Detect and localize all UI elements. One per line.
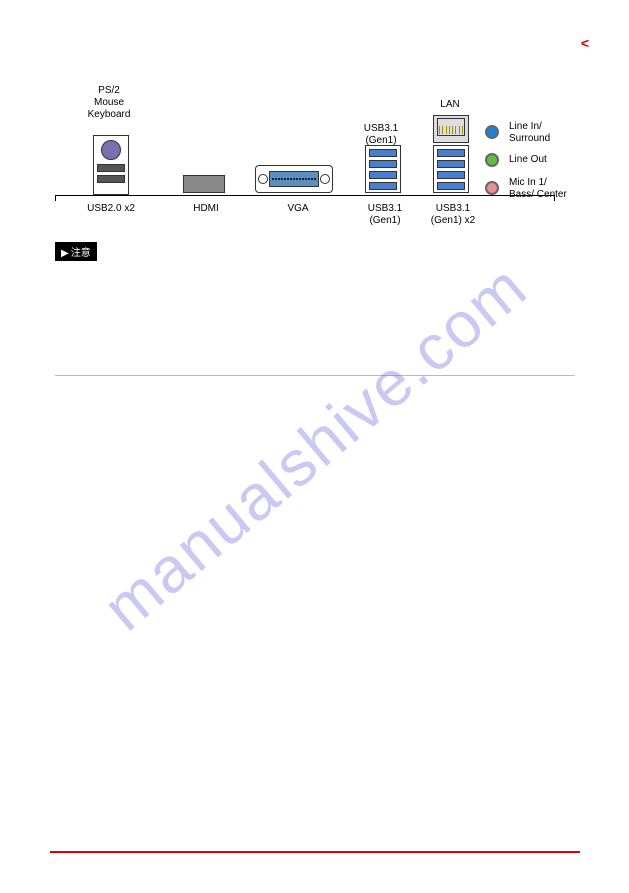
label-usb2: USB2.0 x2 [81,203,141,215]
usb31-stack-1 [365,145,401,193]
audio-jack-linein [485,125,499,139]
usb31-port [369,160,397,168]
usb31-port [437,160,465,168]
usb31-port [437,149,465,157]
document-page: < manualshive.com PS/2 Mouse Keyboard US… [0,0,629,893]
note-badge-text: 注意 [71,248,91,259]
panel-baseline [55,195,555,196]
usb31-port [437,171,465,179]
usb2-port [97,164,125,172]
label-vga: VGA [273,203,323,215]
usb31-port [369,149,397,157]
usb31-port [369,171,397,179]
note-badge: ▶注意 [55,242,97,261]
page-caret: < [581,35,589,51]
vga-port [255,165,333,193]
label-audio-lineout: Line Out [509,154,547,166]
usb2-port [97,175,125,183]
usb31-port [369,182,397,190]
vga-connector [269,171,319,187]
ps2-usb2-block [93,135,129,195]
section-divider [55,375,575,376]
label-audio-mic: Mic In 1/ Bass/ Center [509,177,567,201]
label-lan: LAN [425,99,475,111]
lan-connector [437,118,465,136]
label-usb31-b2: USB3.1 (Gen1) x2 [423,203,483,227]
label-usb31-top: USB3.1 (Gen1) [351,123,411,147]
io-panel-diagram: PS/2 Mouse Keyboard USB3.1 (Gen1) LAN [55,85,575,225]
footer-rule [50,851,580,853]
watermark-text: manualshive.com [88,248,540,644]
audio-jack-lineout [485,153,499,167]
usb31-port [437,182,465,190]
lan-port [433,115,469,143]
audio-jack-mic [485,181,499,195]
vga-screw [320,174,330,184]
label-audio-linein: Line In/ Surround [509,121,550,145]
ps2-port [101,140,121,160]
label-ps2: PS/2 Mouse Keyboard [79,85,139,121]
hdmi-port [183,175,225,193]
vga-screw [258,174,268,184]
label-hdmi: HDMI [181,203,231,215]
usb31-stack-2 [433,145,469,193]
label-usb31-b1: USB3.1 (Gen1) [355,203,415,227]
